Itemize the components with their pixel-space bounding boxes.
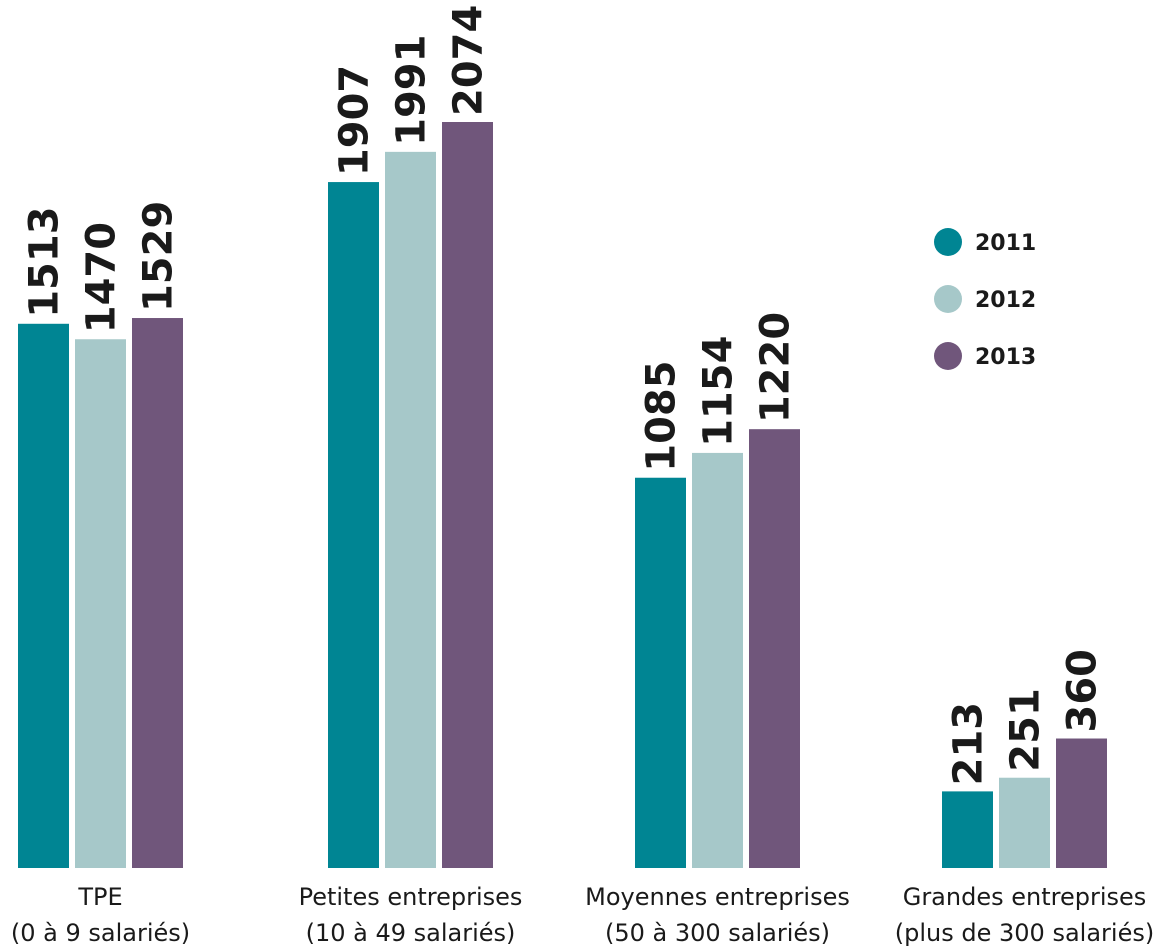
category-label: Petites entreprises [299,883,523,911]
legend-swatch-2012 [934,285,962,313]
value-label: 1529 [136,201,182,312]
value-label: 251 [1003,688,1049,772]
bar-2012-cat-0 [75,339,126,868]
legend-swatch-2011 [934,228,962,256]
value-label: 1470 [79,222,125,333]
bar-2013-cat-0 [132,318,183,868]
category-label: Moyennes entreprises [585,883,850,911]
bar-2011-cat-3 [942,791,993,868]
bar-2012-cat-1 [385,151,436,869]
bar-2013-cat-2 [749,429,800,868]
value-label: 213 [946,702,992,786]
bar-2012-cat-2 [692,452,743,868]
bars-layer [18,122,1107,869]
bar-2011-cat-1 [328,182,379,868]
category-sublabel: (0 à 9 salariés) [11,919,190,947]
category-sublabel: (50 à 300 salariés) [605,919,830,947]
legend: 2011 2012 2013 [934,228,1036,370]
value-label: 1991 [389,35,435,146]
value-label: 1085 [639,360,685,471]
bar-2013-cat-1 [442,122,493,868]
bar-2012-cat-3 [999,777,1050,868]
bar-2011-cat-0 [18,323,69,869]
value-label: 1513 [22,206,68,317]
value-label: 1907 [332,65,378,176]
value-label: 1154 [696,336,742,447]
legend-label-2012: 2012 [975,288,1036,313]
value-label: 2074 [446,5,492,116]
category-labels-layer: TPE (0 à 9 salariés) Petites entreprises (1… [11,883,1154,947]
category-sublabel: (10 à 49 salariés) [306,919,516,947]
category-label: Grandes entreprises [903,883,1147,911]
legend-label-2011: 2011 [975,231,1036,256]
value-label: 360 [1060,649,1106,733]
legend-swatch-2013 [934,342,962,370]
legend-label-2013: 2013 [975,345,1036,370]
bar-2011-cat-2 [635,477,686,868]
value-label: 1220 [753,312,799,423]
bar-2013-cat-3 [1056,738,1107,868]
category-sublabel: (plus de 300 salariés) [895,919,1154,947]
category-label: TPE [77,883,122,911]
